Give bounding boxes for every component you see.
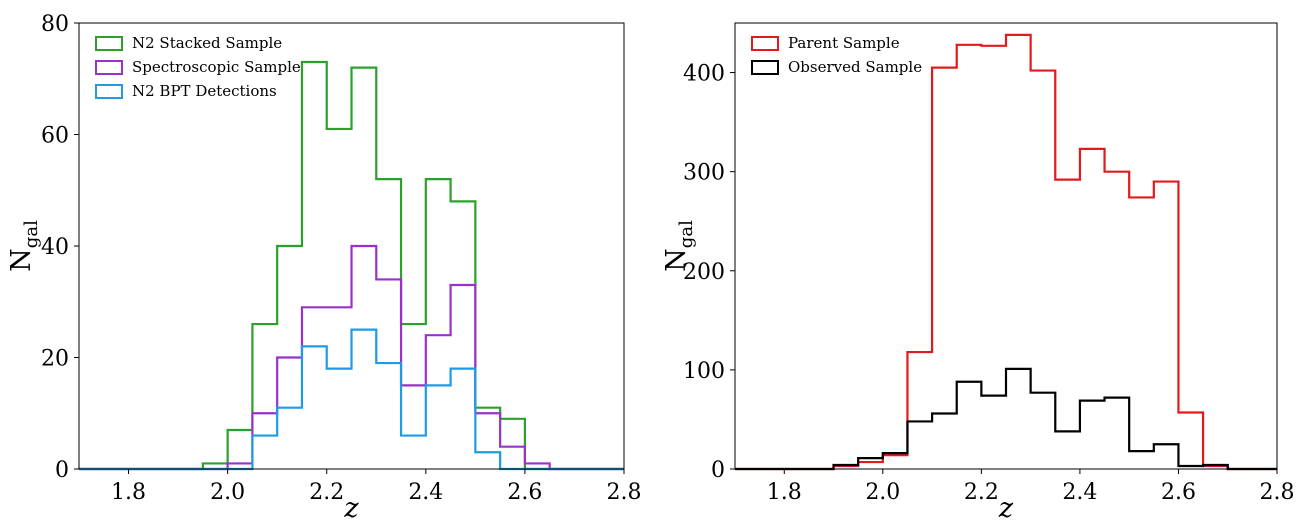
y-tick-label: 20 <box>41 347 69 372</box>
y-tick-label: 300 <box>683 161 725 186</box>
series-line-parent-sample <box>735 33 1277 471</box>
series-line-observed-sample <box>735 367 1277 471</box>
y-tick-label: 400 <box>683 62 725 87</box>
x-tick-label: 2.0 <box>865 480 900 505</box>
y-axis-label-subscript: gal <box>21 220 42 248</box>
x-axis-label: z <box>343 493 359 524</box>
left-histogram-panel: 1.8 2.0 2.2 2.4 2.6 2.8 0 20 40 60 80 z Ngal N2 Stack… <box>6 12 642 524</box>
x-axis-label: z <box>998 493 1014 524</box>
y-axis-label-subscript: gal <box>676 220 697 248</box>
legend-entry-label: Parent Sample <box>788 34 900 52</box>
x-tick-label: 1.8 <box>111 480 146 505</box>
y-tick-label: 0 <box>711 458 725 483</box>
x-tick-label: 2.4 <box>408 480 443 505</box>
y-tick-label: 80 <box>41 12 69 37</box>
plot-frame <box>734 22 1278 470</box>
legend-swatch <box>95 60 123 75</box>
y-tick-label: 200 <box>683 260 725 285</box>
legend-swatch <box>751 60 779 75</box>
x-tick-label: 2.2 <box>964 480 999 505</box>
x-tick-label: 2.0 <box>210 480 245 505</box>
y-axis-label-main: N <box>661 248 692 272</box>
x-tick-label: 2.4 <box>1062 480 1097 505</box>
y-axis-label-main: N <box>6 248 37 272</box>
legend-entry-label: Observed Sample <box>788 58 922 76</box>
y-tick-label: 60 <box>41 124 69 149</box>
y-axis-label: Ngal <box>661 220 697 272</box>
legend-entry-label: N2 Stacked Sample <box>132 34 282 52</box>
right-histogram-panel: 1.8 2.0 2.2 2.4 2.6 2.8 0 100 200 300 400 z Ngal Pare… <box>661 22 1295 524</box>
x-tick-label: 2.8 <box>1260 480 1295 505</box>
y-tick-label: 40 <box>41 235 69 260</box>
y-tick-label: 0 <box>55 458 69 483</box>
series-line-n2-bpt-detections <box>79 328 624 471</box>
x-tick-label: 1.8 <box>767 480 802 505</box>
x-tick-label: 2.6 <box>1161 480 1196 505</box>
legend-swatch <box>751 36 779 51</box>
legend-entry-label: Spectroscopic Sample <box>132 58 301 76</box>
legend-swatch <box>95 36 123 51</box>
x-tick-label: 2.6 <box>507 480 542 505</box>
y-axis-label: Ngal <box>6 220 42 272</box>
legend-entry-label: N2 BPT Detections <box>132 82 277 100</box>
legend-swatch <box>95 84 123 99</box>
x-tick-label: 2.8 <box>607 480 642 505</box>
y-tick-label: 100 <box>683 359 725 384</box>
x-tick-label: 2.2 <box>309 480 344 505</box>
